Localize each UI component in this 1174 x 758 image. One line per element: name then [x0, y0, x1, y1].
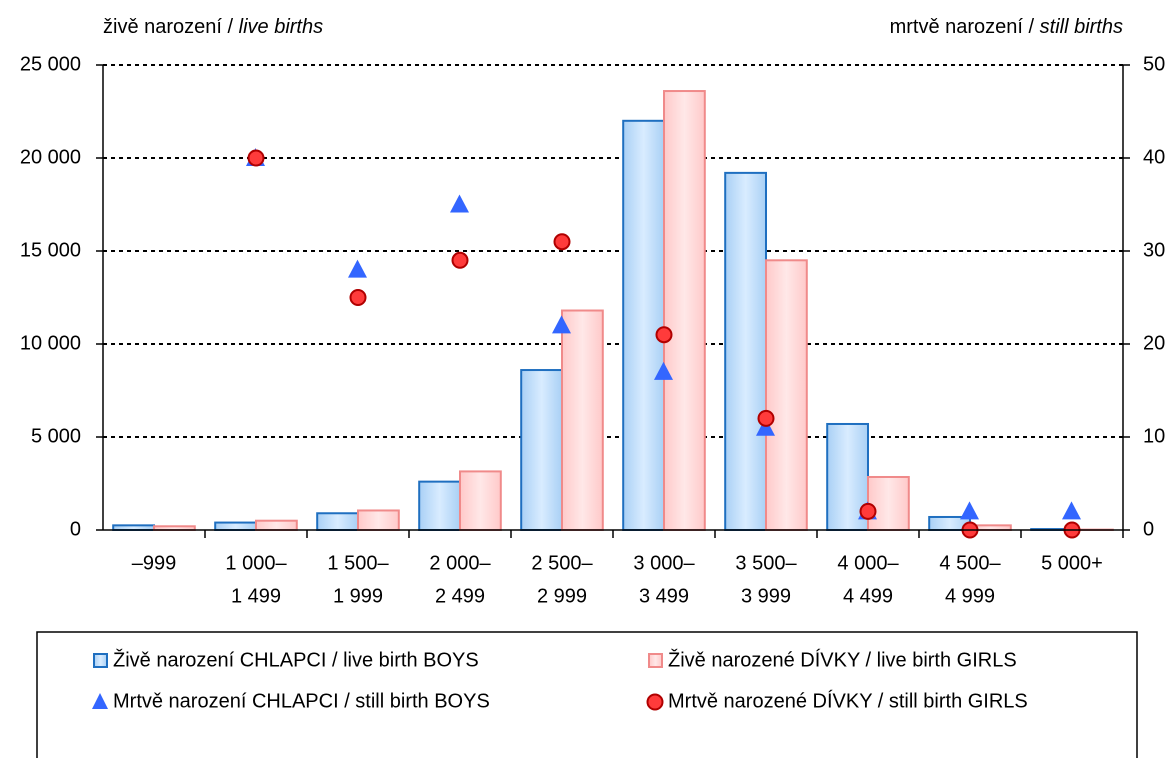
x-tick-label: 4 999 [945, 585, 995, 607]
triangle-marker [654, 361, 673, 380]
triangle-marker [1062, 501, 1081, 520]
y-tick-label: 20 000 [20, 146, 81, 168]
bar [214, 521, 257, 531]
bar [867, 475, 910, 531]
circle-marker [349, 289, 367, 306]
legend-item: Mrtvě narození CHLAPCI / still birth BOY… [92, 690, 490, 712]
y-axis-title: živě narození / live births [103, 16, 323, 38]
x-tick-label: 4 499 [843, 585, 893, 607]
x-tick-label: 2 000– [429, 552, 491, 574]
circle-marker [451, 251, 469, 269]
legend-swatch [92, 693, 108, 709]
x-tick-label: 3 500– [735, 552, 797, 574]
bar [357, 509, 400, 532]
x-tick-label: 4 500– [939, 552, 1001, 574]
y-tick-label: 25 000 [20, 53, 81, 75]
bar [520, 369, 564, 532]
bar [255, 519, 298, 532]
bar [724, 171, 768, 531]
circle-marker [859, 502, 877, 520]
legend-item: Mrtvě narozené DÍVKY / still birth GIRLS [646, 689, 1028, 712]
x-tick-label: 2 999 [537, 585, 587, 607]
x-tick-label: 1 000– [225, 552, 287, 574]
x-tick-label: 1 999 [333, 585, 383, 607]
bar [459, 470, 502, 532]
legend-swatch [648, 653, 663, 668]
circle-marker [655, 326, 673, 344]
y-tick-label: 0 [70, 518, 81, 540]
bar [561, 309, 604, 531]
x-tick-label: 3 999 [741, 585, 791, 607]
y2-tick-label: 50 [1143, 53, 1165, 75]
triangle-marker [450, 194, 469, 213]
y2-tick-label: 0 [1143, 518, 1154, 540]
bar [418, 480, 462, 532]
x-tick-label: 1 499 [231, 585, 281, 607]
legend-label: Mrtvě narozené DÍVKY / still birth GIRLS [668, 689, 1028, 712]
y2-tick-label: 40 [1143, 146, 1165, 168]
bar [622, 119, 666, 532]
circle-marker [247, 149, 265, 167]
y2-tick-label: 30 [1143, 239, 1165, 261]
y-tick-label: 5 000 [31, 425, 81, 447]
y2-tick-label: 10 [1143, 425, 1165, 447]
y-tick-label: 15 000 [20, 239, 81, 261]
bar [663, 90, 706, 531]
x-tick-label: 5 000+ [1041, 552, 1103, 574]
bar [765, 259, 808, 531]
x-tick-label: 3 499 [639, 585, 689, 607]
x-tick-label: 3 000– [633, 552, 695, 574]
circle-marker [553, 233, 571, 251]
x-tick-label: 4 000– [837, 552, 899, 574]
legend-item: Živě narozené DÍVKY / live birth GIRLS [648, 648, 1017, 671]
y2-axis-title: mrtvě narození / still births [890, 16, 1123, 38]
legend-label: Mrtvě narození CHLAPCI / still birth BOY… [113, 690, 490, 712]
x-tick-label: 2 499 [435, 585, 485, 607]
y2-tick-label: 20 [1143, 332, 1165, 354]
legend-swatch [93, 653, 108, 668]
triangle-marker [552, 315, 571, 334]
triangle-marker [960, 501, 979, 520]
legend-label: Živě narozené DÍVKY / live birth GIRLS [668, 648, 1017, 671]
bar [316, 512, 360, 532]
legend-item: Živě narození CHLAPCI / live birth BOYS [93, 648, 479, 671]
legend-label: Živě narození CHLAPCI / live birth BOYS [113, 648, 479, 671]
y-tick-label: 10 000 [20, 332, 81, 354]
legend-box [36, 631, 1138, 758]
x-tick-label: –999 [132, 552, 177, 574]
x-tick-label: 2 500– [531, 552, 593, 574]
triangle-marker [348, 259, 367, 278]
circle-marker [757, 409, 775, 427]
legend-swatch [646, 693, 664, 711]
x-tick-label: 1 500– [327, 552, 389, 574]
